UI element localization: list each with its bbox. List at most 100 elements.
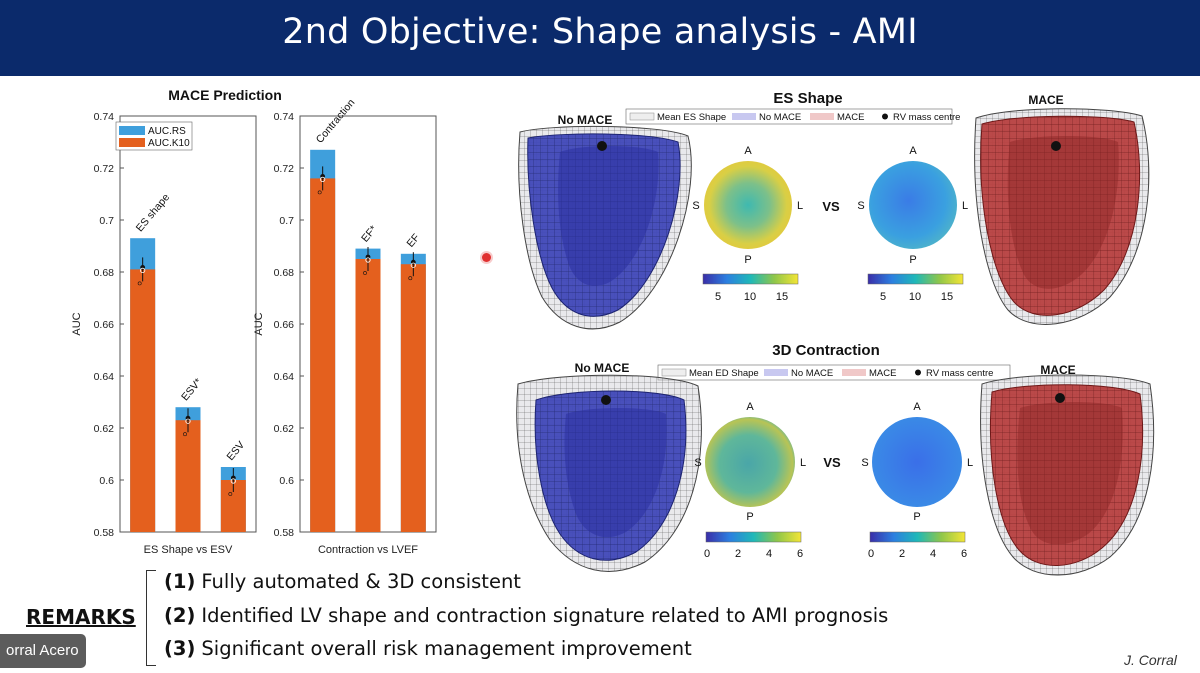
y-ticks-right: 0.58 0.6 0.62 0.64 0.66 0.68 0.7 0.72 0.74 bbox=[274, 111, 304, 539]
y-tick-label-left-1: 0.6 bbox=[99, 475, 114, 487]
y-tick-label-right-3: 0.64 bbox=[274, 371, 295, 383]
outlier-marker-right-0 bbox=[317, 190, 322, 195]
bar-k10-left-1 bbox=[175, 420, 201, 532]
es-dir-l-left: L bbox=[797, 200, 803, 212]
bars-left: ES shape ESV* ESV bbox=[130, 191, 247, 532]
ct-cb-left-tick-1: 2 bbox=[735, 548, 741, 560]
y-tick-label-right-8: 0.74 bbox=[274, 111, 295, 123]
ct-colorbar-left: 0 2 4 6 bbox=[704, 531, 803, 560]
bar-k10-right-0 bbox=[310, 178, 336, 532]
es-cb-right-tick-1: 10 bbox=[909, 291, 921, 303]
bar-category-label-right-1: EF* bbox=[359, 223, 379, 244]
es-shape-legend: Mean ES Shape No MACE MACE RV mass centr… bbox=[625, 108, 960, 125]
es-legend-frame bbox=[625, 108, 953, 125]
contraction-title: 3D Contraction bbox=[772, 342, 880, 359]
laser-pointer-dot bbox=[482, 253, 491, 262]
legend-label-rs: AUC.RS bbox=[148, 126, 186, 137]
y-tick-label-right-7: 0.72 bbox=[274, 163, 295, 175]
bar-category-label-left-0: ES shape bbox=[134, 191, 173, 234]
slide-title: 2nd Objective: Shape analysis - AMI bbox=[282, 12, 918, 52]
ct-cb-right-tick-3: 6 bbox=[961, 548, 967, 560]
ct-legend-marker-rv bbox=[915, 369, 921, 376]
y-axis-label-left: AUC bbox=[71, 312, 83, 335]
es-shape-title: ES Shape bbox=[773, 90, 842, 107]
es-polar-map-no-mace: A S L P bbox=[692, 145, 803, 266]
outlier-marker-right-1 bbox=[363, 271, 367, 275]
ct-dir-p-left: P bbox=[746, 511, 753, 523]
y-tick-label-left-0: 0.58 bbox=[94, 527, 115, 539]
remark-number-2: (2) bbox=[164, 604, 196, 627]
speaker-name-tag: orral Acero bbox=[0, 634, 86, 668]
ct-dir-l-left: L bbox=[800, 457, 806, 469]
y-tick-label-left-2: 0.62 bbox=[94, 423, 115, 435]
legend-label-k10: AUC.K10 bbox=[148, 138, 190, 149]
es-cb-left-tick-2: 15 bbox=[776, 291, 788, 303]
ct-polar-map-mace: A S L P bbox=[861, 401, 973, 523]
es-label-mace: MACE bbox=[1028, 93, 1063, 107]
es-colorbar-right: 5 10 15 bbox=[867, 273, 964, 303]
es-legend-label-nomace: No MACE bbox=[759, 112, 801, 123]
legend-swatch-rs bbox=[119, 126, 145, 135]
remark-text-3: Significant overall risk management impr… bbox=[201, 637, 692, 660]
es-legend-label-mace: MACE bbox=[837, 112, 864, 123]
median-marker-left-1 bbox=[185, 418, 191, 424]
ct-dir-s-left: S bbox=[694, 457, 701, 469]
ct-cb-left-tick-3: 6 bbox=[797, 548, 803, 560]
es-colorbar-left: 5 10 15 bbox=[702, 273, 799, 303]
outlier-marker-left-0 bbox=[137, 281, 142, 286]
ct-dir-l-right: L bbox=[967, 457, 973, 469]
ct-cb-left-tick-0: 0 bbox=[704, 548, 710, 560]
ct-cb-right-tick-0: 0 bbox=[868, 548, 874, 560]
ct-vs-label: VS bbox=[823, 455, 841, 470]
chart-legend: AUC.RS AUC.K10 bbox=[115, 121, 193, 151]
es-dir-s-right: S bbox=[857, 200, 864, 212]
remark-number-3: (3) bbox=[164, 637, 196, 660]
y-tick-label-left-6: 0.7 bbox=[99, 215, 114, 227]
es-dir-a-right: A bbox=[909, 145, 917, 157]
es-polar-map-mace: A S L P bbox=[857, 145, 968, 266]
ct-legend-swatch-mean bbox=[661, 368, 687, 377]
median-marker-right-0 bbox=[320, 176, 326, 183]
ct-mace-rv-marker bbox=[1055, 393, 1065, 403]
outlier-marker-right-2 bbox=[408, 276, 413, 281]
median-marker-left-2 bbox=[230, 478, 236, 484]
ct-label-mace: MACE bbox=[1040, 363, 1075, 377]
bar-category-label-right-0: Contraction bbox=[314, 97, 358, 146]
es-dir-p-right: P bbox=[909, 254, 916, 266]
chart-panel-right: 0.58 0.6 0.62 0.64 0.66 0.68 0.7 0.72 0.74 AUC C… bbox=[253, 97, 437, 556]
es-legend-swatch-nomace bbox=[732, 113, 756, 120]
y-tick-label-right-1: 0.6 bbox=[279, 475, 294, 487]
y-tick-label-right-4: 0.66 bbox=[274, 319, 295, 331]
ct-dir-p-right: P bbox=[913, 511, 920, 523]
es-no-mace-ventricle bbox=[518, 125, 692, 330]
ct-dir-s-right: S bbox=[861, 457, 868, 469]
legend-swatch-k10 bbox=[119, 138, 145, 147]
y-tick-label-left-8: 0.74 bbox=[94, 111, 115, 123]
es-legend-swatch-mace bbox=[810, 113, 834, 120]
y-tick-label-left-3: 0.64 bbox=[94, 371, 115, 383]
es-mace-ventricle bbox=[974, 108, 1150, 325]
y-ticks-left: 0.58 0.6 0.62 0.64 0.66 0.68 0.7 0.72 0.74 bbox=[94, 111, 124, 539]
es-dir-l-right: L bbox=[962, 200, 968, 212]
remark-item-1: (1) Fully automated & 3D consistent bbox=[164, 570, 521, 593]
ct-label-no-mace: No MACE bbox=[575, 361, 630, 375]
remark-item-3: (3) Significant overall risk management i… bbox=[164, 637, 692, 660]
ct-legend-label-nomace: No MACE bbox=[791, 368, 833, 379]
y-tick-label-right-6: 0.7 bbox=[279, 215, 294, 227]
ct-polar-map-no-mace: A S L P bbox=[694, 401, 806, 523]
shape-visualisation: ES Shape Mean ES Shape No MACE MACE RV m… bbox=[516, 90, 1155, 576]
ct-mace-ventricle bbox=[980, 374, 1155, 576]
chart-title: MACE Prediction bbox=[168, 87, 282, 103]
y-tick-label-left-4: 0.66 bbox=[94, 319, 115, 331]
ct-legend-label-rv: RV mass centre bbox=[926, 368, 993, 379]
mace-prediction-chart: MACE Prediction 0.58 0.6 0.62 0.64 0.66 0.68 0… bbox=[71, 87, 437, 556]
es-mace-rv-marker bbox=[1051, 141, 1061, 151]
es-legend-swatch-mean bbox=[629, 112, 655, 121]
slide-title-bar: 2nd Objective: Shape analysis - AMI bbox=[0, 0, 1200, 76]
es-legend-label-mean: Mean ES Shape bbox=[657, 112, 726, 123]
remarks-bracket bbox=[146, 570, 156, 666]
y-tick-label-right-2: 0.62 bbox=[274, 423, 295, 435]
ct-legend-label-mean: Mean ED Shape bbox=[689, 368, 759, 379]
ct-cb-right-tick-1: 2 bbox=[899, 548, 905, 560]
y-tick-label-left-5: 0.68 bbox=[94, 267, 115, 279]
